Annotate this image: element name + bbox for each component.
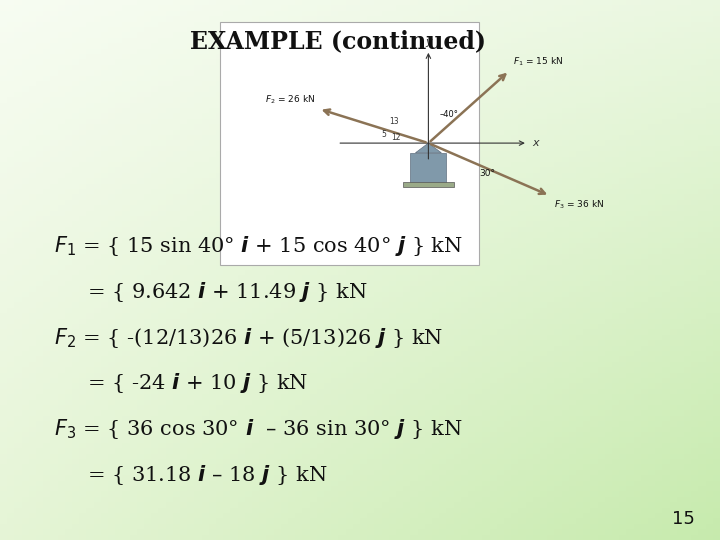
Text: y: y [425, 37, 432, 47]
FancyBboxPatch shape [403, 182, 454, 187]
Text: 12: 12 [391, 133, 400, 142]
Text: = { 31.18 $\boldsymbol{i}$ – 18 $\boldsymbol{j}$ } kN: = { 31.18 $\boldsymbol{i}$ – 18 $\boldsy… [54, 463, 328, 487]
Text: 5: 5 [381, 130, 386, 139]
Text: 30°: 30° [479, 169, 495, 178]
Text: $F_2$ = 26 kN: $F_2$ = 26 kN [265, 93, 315, 106]
Text: $\mathit{F}_2$ = { -(12/13)26 $\boldsymbol{i}$ + (5/13)26 $\boldsymbol{j}$ } kN: $\mathit{F}_2$ = { -(12/13)26 $\boldsymb… [54, 326, 444, 349]
Text: = { 9.642 $\boldsymbol{i}$ + 11.49 $\boldsymbol{j}$ } kN: = { 9.642 $\boldsymbol{i}$ + 11.49 $\bol… [54, 280, 368, 303]
Text: 13: 13 [390, 117, 399, 126]
Text: EXAMPLE (continued): EXAMPLE (continued) [190, 30, 487, 53]
Polygon shape [415, 143, 441, 153]
Text: $\mathit{F}_3$ = { 36 cos 30° $\boldsymbol{i}$  – 36 sin 30° $\boldsymbol{j}$ } : $\mathit{F}_3$ = { 36 cos 30° $\boldsymb… [54, 417, 462, 441]
Text: –40°: –40° [439, 110, 458, 119]
Text: 15: 15 [672, 510, 695, 528]
Text: = { -24 $\boldsymbol{i}$ + 10 $\boldsymbol{j}$ } kN: = { -24 $\boldsymbol{i}$ + 10 $\boldsymb… [54, 372, 308, 395]
FancyBboxPatch shape [410, 153, 446, 184]
Text: x: x [532, 138, 539, 148]
Text: $F_3$ = 36 kN: $F_3$ = 36 kN [554, 199, 603, 211]
Text: $\mathit{F}_1$ = { 15 sin 40° $\boldsymbol{i}$ + 15 cos 40° $\boldsymbol{j}$ } k: $\mathit{F}_1$ = { 15 sin 40° $\boldsymb… [54, 234, 463, 258]
Text: $F_1$ = 15 kN: $F_1$ = 15 kN [513, 56, 563, 68]
FancyBboxPatch shape [220, 22, 479, 265]
